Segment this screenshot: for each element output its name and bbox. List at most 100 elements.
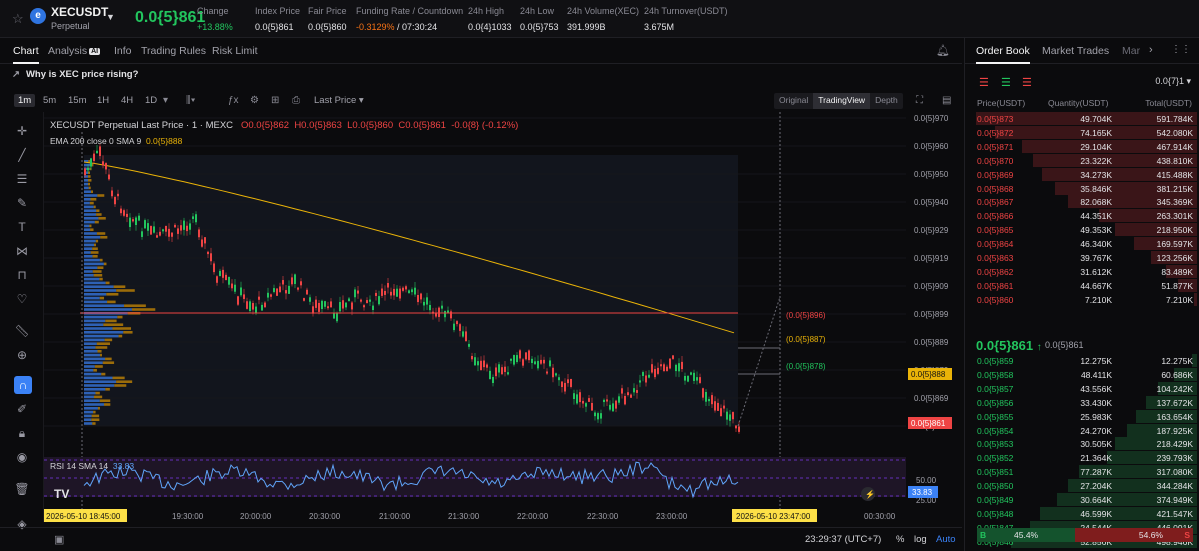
bid-row[interactable]: 0.0{5}852 21.364K 239.793K [973,451,1197,465]
ask-row[interactable]: 0.0{5}862 31.612K 83.489K [973,264,1197,278]
bid-row[interactable]: 0.0{5}854 24.270K 187.925K [973,423,1197,437]
ask-row[interactable]: 0.0{5}871 29.104K 467.914K [973,139,1197,153]
log-toggle[interactable]: log [914,534,927,545]
symbol-name[interactable]: XECUSDT [51,5,109,19]
percent-toggle[interactable]: % [896,534,905,545]
ask-row[interactable]: 0.0{5}866 44.351K 263.301K [973,209,1197,223]
ask-row[interactable]: 0.0{5}870 23.322K 438.810K [973,153,1197,167]
candle-body [633,388,635,393]
tab-risk-limit[interactable]: Risk Limit [212,45,258,57]
ask-row[interactable]: 0.0{5}863 39.767K 123.256K [973,251,1197,264]
layout-icon[interactable]: ⊞ [271,95,280,106]
layers-icon[interactable]: ◈ [17,517,27,531]
bid-row[interactable]: 0.0{5}853 30.505K 218.429K [973,437,1197,451]
fullscreen-icon[interactable]: ⛶ [916,95,923,106]
chevron-right-icon[interactable]: › [1149,44,1153,56]
brush-icon[interactable]: ✎ [16,196,28,210]
profile-bar-sell [95,346,108,349]
calendar-icon[interactable]: ▣ [54,534,65,546]
price-type-select[interactable]: Last Price ▾ [314,95,364,106]
ask-row[interactable]: 0.0{5}872 74.165K 542.080K [973,125,1197,139]
candle-body [306,289,308,295]
timeframe-1h[interactable]: 1H [97,95,110,106]
bid-row[interactable]: 0.0{5}858 48.411K 60.686K [973,367,1197,381]
zoom-in-icon[interactable]: ⊕ [16,348,28,362]
bid-row[interactable]: 0.0{5}850 27.204K 344.284K [973,479,1197,493]
ask-row[interactable]: 0.0{5}861 44.667K 51.877K [973,278,1197,292]
view-tradingview[interactable]: TradingView [813,93,871,109]
lightning-icon: ⚡ [865,489,875,499]
bid-row[interactable]: 0.0{5}856 33.430K 137.672K [973,395,1197,409]
tab-chart[interactable]: Chart [13,45,39,64]
indicators-icon[interactable]: ƒx [228,95,239,106]
lightning-button[interactable] [861,487,875,501]
camera-icon[interactable]: ⎙ [292,95,300,106]
magnet-icon[interactable]: ∩ [14,376,32,394]
row-price: 0.0{5}856 [977,397,1014,408]
precision-select[interactable]: 0.0{7}1 ▾ [1155,76,1191,86]
y-tick-label: 0.0{5}869 [914,394,949,403]
candle-type-icon[interactable]: ⫼▾ [186,95,196,106]
more-timeframes-icon[interactable]: ▾ [163,95,169,106]
timeframe-4h[interactable]: 4H [121,95,134,106]
view-bids-icon[interactable]: ☰ [1001,77,1011,89]
symbol-dropdown-icon[interactable]: ▼ [106,12,115,22]
pattern-icon[interactable]: ⋈ [16,244,28,258]
text-icon[interactable]: T [18,220,26,234]
candle-body [549,360,551,367]
candle-body [597,413,599,420]
lock-icon[interactable]: 🔒︎ [18,426,26,440]
why-price-rising-link[interactable]: ↗ Why is XEC price rising? [12,69,139,80]
bid-row[interactable]: 0.0{5}851 77.287K 317.080K [973,465,1197,479]
ask-row[interactable]: 0.0{5}865 49.353K 218.950K [973,223,1197,237]
tab-order-book[interactable]: Order Book [976,45,1030,64]
candle-body [684,375,686,381]
timeframe-5m[interactable]: 5m [43,95,57,106]
ask-row[interactable]: 0.0{5}868 35.846K 381.215K [973,181,1197,195]
tab-analysis[interactable]: Analysis AI [48,45,101,57]
bid-row[interactable]: 0.0{5}857 43.556K 104.242K [973,381,1197,395]
bid-row[interactable]: 0.0{5}859 12.275K 12.275K [973,354,1197,367]
candle-body [648,374,650,378]
ask-row[interactable]: 0.0{5}860 7.210K 7.210K [973,292,1197,306]
settings-icon[interactable]: ⚙ [250,95,259,106]
view-asks-icon[interactable]: ☰ [1022,77,1032,89]
pencil-lock-icon[interactable]: ✐ [16,402,28,416]
tab-more[interactable]: Mar [1122,45,1141,57]
crosshair-icon[interactable]: ✛ [16,124,28,138]
eye-icon[interactable]: ◉ [16,450,28,464]
timeframe-1m[interactable]: 1m [14,94,36,107]
tab-info[interactable]: Info [114,45,132,57]
trash-icon[interactable]: 🗑︎ [14,482,30,496]
candle-body [381,288,383,296]
ruler-icon[interactable]: 📏︎ [14,324,30,338]
price-chart[interactable]: 0.0{5}970 0.0{5}960 0.0{5}950 0.0{5}940 0.0{… [44,112,962,522]
ask-row[interactable]: 0.0{5}867 82.068K 345.369K [973,195,1197,209]
bid-row[interactable]: 0.0{5}849 30.664K 374.949K [973,493,1197,506]
row-price: 0.0{5}867 [977,197,1014,208]
timeframe-15m[interactable]: 15m [68,95,87,106]
view-both-icon[interactable]: ☰ [979,77,989,89]
panel-menu-icon[interactable]: ⋮⋮ [1171,44,1191,55]
tab-trading-rules[interactable]: Trading Rules [141,45,206,57]
trendline-icon[interactable]: ╱ [18,148,26,162]
favorite-star-icon[interactable]: ☆ [12,11,24,26]
measure-icon[interactable]: ⊓ [17,268,27,282]
candle-body [537,360,539,369]
bid-row[interactable]: 0.0{5}848 46.599K 421.547K [973,506,1197,520]
heart-icon[interactable]: ♡ [16,292,28,306]
layout-split-icon[interactable]: ▤ [942,95,952,106]
timeframe-1d[interactable]: 1D [145,95,158,106]
tab-market-trades[interactable]: Market Trades [1042,45,1110,57]
ask-row[interactable]: 0.0{5}873 49.704K 591.784K [973,112,1197,125]
auto-toggle[interactable]: Auto [936,534,956,545]
row-quantity: 82.068K [1080,197,1112,208]
bell-icon[interactable]: 🔔︎ [936,45,950,57]
view-original[interactable]: Original [779,95,809,105]
candle-body [456,321,458,325]
ask-row[interactable]: 0.0{5}864 46.340K 169.597K [973,237,1197,251]
view-depth[interactable]: Depth [875,95,898,105]
horizontal-lines-icon[interactable]: ☰ [16,172,28,186]
ask-row[interactable]: 0.0{5}869 34.273K 415.488K [973,167,1197,181]
bid-row[interactable]: 0.0{5}855 25.983K 163.654K [973,409,1197,423]
